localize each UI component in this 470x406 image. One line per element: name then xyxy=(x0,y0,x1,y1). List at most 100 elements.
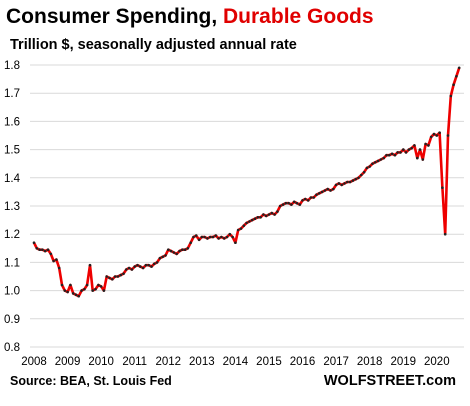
y-tick-label: 1.6 xyxy=(4,116,20,128)
y-tick-label: 1.0 xyxy=(4,286,20,298)
data-point xyxy=(379,158,383,161)
data-point xyxy=(214,234,218,237)
data-point xyxy=(181,248,184,251)
data-point xyxy=(354,177,358,181)
y-tick-label: 0.9 xyxy=(4,314,20,326)
data-point xyxy=(357,176,360,180)
data-point xyxy=(441,186,444,189)
data-point xyxy=(108,276,111,280)
data-point xyxy=(264,214,268,218)
data-point xyxy=(80,289,83,292)
data-point xyxy=(55,258,58,261)
data-point xyxy=(169,249,173,253)
data-point xyxy=(46,248,50,251)
data-point xyxy=(49,252,53,256)
data-point xyxy=(211,235,215,239)
x-tick-label: 2015 xyxy=(256,356,282,368)
data-point xyxy=(284,201,288,205)
data-point xyxy=(421,158,425,161)
data-point xyxy=(326,187,330,191)
data-point xyxy=(407,148,411,151)
data-point xyxy=(273,213,276,216)
data-point xyxy=(416,156,419,160)
data-point xyxy=(150,265,153,268)
data-point xyxy=(63,289,67,292)
chart-subtitle: Trillion $, seasonally adjusted annual r… xyxy=(10,37,297,53)
data-point xyxy=(38,248,41,251)
data-point xyxy=(290,203,293,206)
data-point xyxy=(388,153,391,157)
data-point xyxy=(222,237,226,240)
data-point xyxy=(113,275,117,278)
data-point xyxy=(74,293,78,297)
data-point xyxy=(183,248,187,251)
data-point xyxy=(457,66,461,70)
data-point xyxy=(35,247,39,250)
data-point xyxy=(102,289,106,292)
data-point xyxy=(281,203,285,206)
data-point xyxy=(203,235,206,239)
y-tick-label: 1.4 xyxy=(4,173,21,185)
data-point xyxy=(189,241,192,244)
data-point xyxy=(208,235,212,239)
data-point xyxy=(360,173,363,177)
gridlines xyxy=(30,64,464,348)
x-tick-label: 2020 xyxy=(424,356,450,368)
data-point xyxy=(362,170,366,174)
data-point xyxy=(228,232,232,236)
x-axis-ticks: 2008 2009 2010 2011 2012 2013 2014 2015 2016 2017… xyxy=(21,356,449,368)
data-point xyxy=(256,216,260,219)
brand-logo-text: WOLFSTREET.com xyxy=(323,373,456,389)
data-point xyxy=(298,203,302,206)
data-point xyxy=(337,182,341,185)
data-point xyxy=(161,255,164,259)
data-point xyxy=(371,162,374,165)
data-point xyxy=(329,189,332,192)
data-point xyxy=(197,238,201,242)
data-point xyxy=(312,196,316,199)
data-point xyxy=(167,248,170,251)
data-point xyxy=(435,134,439,137)
data-point xyxy=(71,292,75,295)
data-point xyxy=(133,265,136,268)
data-point xyxy=(424,142,427,146)
y-tick-label: 1.3 xyxy=(4,201,20,213)
data-point xyxy=(130,268,134,271)
data-point xyxy=(443,232,447,236)
x-tick-label: 2019 xyxy=(390,356,416,368)
data-point xyxy=(295,201,299,205)
y-tick-label: 1.1 xyxy=(4,257,20,269)
data-point xyxy=(348,180,352,184)
data-point xyxy=(186,247,190,250)
x-tick-label: 2016 xyxy=(290,356,316,368)
data-point xyxy=(346,180,349,184)
data-point xyxy=(231,235,234,239)
data-point xyxy=(41,248,44,251)
data-point xyxy=(139,265,142,268)
data-point xyxy=(141,266,145,270)
y-tick-label: 1.8 xyxy=(4,60,20,72)
data-point xyxy=(153,262,156,266)
y-tick-label: 1.7 xyxy=(4,88,20,100)
data-point xyxy=(304,197,307,201)
data-point xyxy=(220,235,223,239)
data-point xyxy=(144,263,148,267)
data-point xyxy=(402,148,405,151)
data-point xyxy=(446,134,450,137)
data-point xyxy=(262,213,265,216)
data-point xyxy=(393,153,397,157)
data-point xyxy=(390,152,394,156)
x-tick-label: 2013 xyxy=(189,356,215,368)
data-point xyxy=(410,146,413,150)
data-point xyxy=(449,94,453,98)
data-point xyxy=(306,199,310,202)
data-point xyxy=(217,237,220,240)
data-point xyxy=(418,148,422,151)
data-point xyxy=(77,294,80,298)
x-tick-label: 2009 xyxy=(55,356,81,368)
x-tick-label: 2018 xyxy=(357,356,383,368)
source-note: Source: BEA, St. Louis Fed xyxy=(10,374,172,388)
data-point xyxy=(234,241,237,244)
data-point xyxy=(239,227,243,230)
